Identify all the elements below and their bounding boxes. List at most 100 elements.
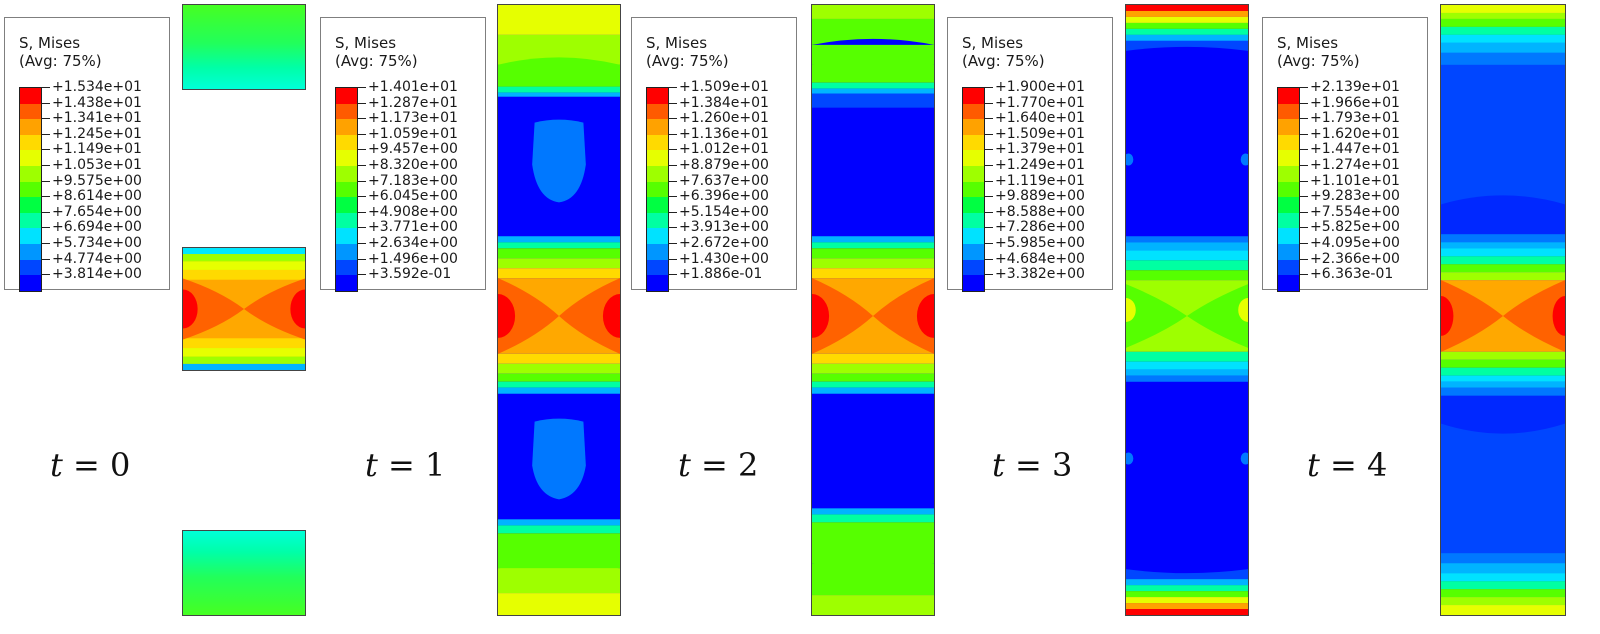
legend-title: S, Mises: [1277, 34, 1339, 52]
color-swatch: [647, 228, 668, 244]
color-swatch: [963, 119, 984, 135]
color-bar-tick: [358, 196, 366, 198]
color-bar-tick: [358, 227, 366, 229]
time-variable: t: [678, 446, 691, 484]
color-swatch: [647, 197, 668, 213]
legend-value: +1.245e+01: [52, 125, 142, 142]
color-swatch: [336, 119, 357, 135]
legend-value: +3.913e+00: [679, 219, 769, 236]
color-swatch: [1278, 275, 1299, 291]
legend-value: +9.283e+00: [1310, 188, 1400, 205]
color-bar-tick: [669, 258, 677, 260]
color-swatch: [20, 243, 41, 260]
time-label-t1: t = 1: [365, 446, 445, 484]
color-swatch: [1278, 134, 1299, 151]
color-bar-tick: [669, 149, 677, 151]
legend-value: +3.382e+00: [995, 266, 1085, 283]
legend-value: +1.101e+01: [1310, 172, 1400, 189]
color-swatch: [963, 150, 984, 166]
color-swatch: [336, 181, 357, 198]
legend-value: +6.363e-01: [1310, 266, 1394, 283]
color-bar-tick: [358, 274, 366, 276]
legend-value: +3.592e-01: [368, 266, 452, 283]
color-swatch: [1278, 197, 1299, 213]
time-label-text: t = 0: [50, 446, 131, 484]
legend-value: +1.509e+01: [995, 125, 1085, 142]
color-bar-tick: [985, 149, 993, 151]
color-bar-tick: [358, 118, 366, 120]
color-bar-tick: [985, 87, 993, 88]
legend-value: +4.095e+00: [1310, 235, 1400, 251]
legend-value: +7.286e+00: [995, 219, 1085, 236]
color-swatch: [1278, 150, 1299, 166]
legend-value: +1.966e+01: [1310, 94, 1400, 111]
legend-value: +1.534e+01: [52, 79, 142, 95]
color-swatch: [20, 181, 41, 198]
color-bar-tick: [669, 180, 677, 182]
color-swatch: [1278, 88, 1299, 104]
legend-value: +2.366e+00: [1310, 250, 1400, 267]
legend-value: +1.447e+01: [1310, 141, 1400, 158]
legend-subtitle: (Avg: 75%): [1277, 52, 1360, 70]
color-swatch: [647, 165, 668, 182]
legend-t0: S, Mises (Avg: 75%) +1.534e+01 +1.438e+0…: [4, 17, 170, 292]
legend-value: +3.814e+00: [52, 266, 142, 283]
legend-value: +1.053e+01: [52, 157, 142, 173]
color-bar-tick: [985, 133, 993, 135]
contour-strip-t1: [497, 4, 621, 616]
color-swatch: [1278, 165, 1299, 182]
time-label-t0: t = 0: [50, 446, 130, 484]
legend-value: +1.249e+01: [995, 157, 1085, 173]
color-swatch: [647, 181, 668, 198]
color-bar-tick: [985, 211, 993, 213]
color-swatch: [647, 275, 668, 291]
legend-subtitle: (Avg: 75%): [19, 52, 102, 70]
legend-value: +1.900e+01: [995, 79, 1085, 95]
color-bar-tick: [42, 133, 50, 135]
legend-subtitle: (Avg: 75%): [962, 52, 1045, 70]
legend-value: +1.430e+00: [679, 250, 769, 267]
legend-value: +1.059e+01: [368, 125, 458, 142]
color-swatch: [336, 134, 357, 151]
color-swatch: [647, 212, 668, 229]
legend-value: +1.287e+01: [368, 94, 458, 111]
legend-subtitle: (Avg: 75%): [646, 52, 729, 70]
legend-value: +8.614e+00: [52, 188, 142, 205]
legend-value: +5.985e+00: [995, 235, 1085, 251]
color-bar-tick: [42, 211, 50, 213]
legend-t3: S, Mises (Avg: 75%) +1.900e+01 +1.770e+0…: [947, 17, 1113, 292]
color-swatch: [963, 197, 984, 213]
legend-value: +1.260e+01: [679, 110, 769, 127]
color-bar-tick: [42, 258, 50, 260]
color-swatch: [336, 259, 357, 276]
color-bar-tick: [985, 243, 993, 244]
color-bar-tick: [1300, 227, 1308, 229]
time-variable: t: [50, 446, 63, 484]
color-swatch: [336, 197, 357, 213]
time-label-text: t = 1: [365, 446, 446, 484]
legend-value: +4.684e+00: [995, 250, 1085, 267]
legend-value: +1.173e+01: [368, 110, 458, 127]
color-bar-tick: [985, 227, 993, 229]
color-bar-tick: [1300, 211, 1308, 213]
contour-strip-t2: [811, 4, 935, 616]
legend-subtitle: (Avg: 75%): [335, 52, 418, 70]
color-swatch: [20, 275, 41, 291]
color-bar-tick: [669, 274, 677, 276]
color-bar-tick: [985, 258, 993, 260]
color-swatch: [1278, 103, 1299, 120]
color-bar: [1277, 87, 1300, 292]
color-swatch: [20, 119, 41, 135]
color-swatch: [20, 212, 41, 229]
color-swatch: [647, 119, 668, 135]
color-bar-tick: [1300, 196, 1308, 198]
color-bar-tick: [669, 211, 677, 213]
legend-value: +9.457e+00: [368, 141, 458, 158]
color-swatch: [336, 212, 357, 229]
contour-block-bottom-t0: [182, 530, 306, 616]
color-bar-tick: [669, 165, 677, 166]
legend-value: +4.774e+00: [52, 250, 142, 267]
color-swatch: [20, 259, 41, 276]
contour-strip-t3: [1125, 4, 1249, 616]
color-bar-tick: [42, 165, 50, 166]
